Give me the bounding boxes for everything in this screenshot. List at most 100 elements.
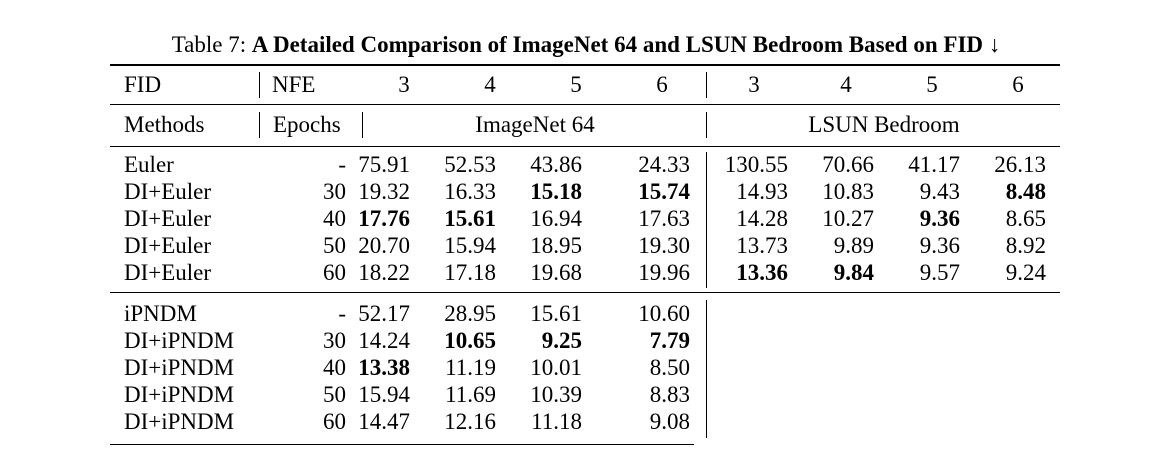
- euler-imagenet-cell: 19.32: [358, 179, 410, 204]
- header-nfe-imagenet-1: 4: [484, 72, 496, 97]
- body-vrule-euler: [706, 152, 708, 288]
- ipndm-imagenet-cell: 15.94: [358, 382, 410, 407]
- euler-row-method: Euler: [124, 152, 174, 177]
- ipndm-row-method: DI+iPNDM: [124, 409, 235, 434]
- euler-lsun-cell: 70.66: [822, 152, 874, 177]
- ipndm-imagenet-cell: 10.65: [444, 328, 496, 353]
- ipndm-imagenet-cell: 11.19: [445, 355, 496, 380]
- ipndm-imagenet-cell: 28.95: [444, 301, 496, 326]
- header-imagenet: ImageNet 64: [475, 112, 595, 137]
- euler-imagenet-cell: 18.95: [530, 233, 582, 258]
- ipndm-imagenet-cell: 8.83: [649, 382, 690, 407]
- ipndm-imagenet-cell: 13.38: [358, 355, 410, 380]
- euler-imagenet-cell: 15.61: [444, 206, 496, 231]
- euler-lsun-cell: 26.13: [994, 152, 1046, 177]
- euler-imagenet-cell: 15.94: [444, 233, 496, 258]
- euler-lsun-cell: 10.27: [822, 206, 874, 231]
- ipndm-imagenet-cell: 12.16: [444, 409, 496, 434]
- euler-lsun-cell: 9.43: [919, 179, 960, 204]
- header-methods: Methods: [124, 112, 205, 137]
- euler-imagenet-cell: 19.68: [530, 260, 582, 285]
- header-fid: FID: [124, 72, 162, 97]
- euler-imagenet-cell: 17.63: [638, 206, 690, 231]
- euler-imagenet-cell: 16.94: [530, 206, 582, 231]
- header-vrule-3: [259, 112, 261, 138]
- header-vrule-1: [259, 72, 261, 98]
- euler-lsun-cell: 9.36: [919, 233, 960, 258]
- header-nfe-lsun-2: 5: [926, 72, 938, 97]
- ipndm-row-epochs: 30: [323, 328, 346, 353]
- ipndm-row-method: DI+iPNDM: [124, 355, 235, 380]
- header-lsun: LSUN Bedroom: [808, 112, 960, 137]
- euler-row-epochs: 40: [323, 206, 346, 231]
- header-nfe-lsun-1: 4: [840, 72, 852, 97]
- ipndm-imagenet-cell: 52.17: [358, 301, 410, 326]
- euler-row-method: DI+Euler: [124, 260, 212, 285]
- ipndm-imagenet-cell: 15.61: [530, 301, 582, 326]
- euler-row-epochs: 50: [323, 233, 346, 258]
- block-divider-rule: [110, 292, 1060, 294]
- ipndm-imagenet-cell: 10.01: [530, 355, 582, 380]
- header-vrule-2: [706, 72, 708, 98]
- table-caption: Table 7: A Detailed Comparison of ImageN…: [0, 32, 1172, 58]
- top-rule: [110, 64, 1060, 66]
- euler-lsun-cell: 8.92: [1005, 233, 1046, 258]
- ipndm-imagenet-cell: 8.50: [649, 355, 690, 380]
- euler-lsun-cell: 13.73: [736, 233, 788, 258]
- euler-lsun-cell: 130.55: [724, 152, 788, 177]
- ipndm-imagenet-cell: 9.08: [649, 409, 690, 434]
- euler-lsun-cell: 14.28: [736, 206, 788, 231]
- caption-title: A Detailed Comparison of ImageNet 64 and…: [251, 32, 1001, 57]
- euler-lsun-cell: 9.89: [833, 233, 874, 258]
- ipndm-row-method: DI+iPNDM: [124, 328, 235, 353]
- euler-row-method: DI+Euler: [124, 179, 212, 204]
- caption-label: Table 7:: [171, 32, 247, 57]
- euler-imagenet-cell: 17.18: [444, 260, 496, 285]
- euler-imagenet-cell: 20.70: [358, 233, 410, 258]
- ipndm-row-method: DI+iPNDM: [124, 382, 235, 407]
- euler-lsun-cell: 9.24: [1005, 260, 1046, 285]
- euler-lsun-cell: 9.36: [919, 206, 960, 231]
- header-bottom-rule: [110, 146, 1060, 148]
- euler-imagenet-cell: 43.86: [530, 152, 582, 177]
- header-nfe: NFE: [272, 72, 316, 97]
- euler-lsun-cell: 9.84: [833, 260, 874, 285]
- ipndm-imagenet-cell: 10.39: [530, 382, 582, 407]
- ipndm-imagenet-cell: 14.24: [358, 328, 410, 353]
- ipndm-imagenet-cell: 7.79: [649, 328, 690, 353]
- ipndm-imagenet-cell: 11.18: [531, 409, 582, 434]
- euler-row-method: DI+Euler: [124, 233, 212, 258]
- euler-imagenet-cell: 15.18: [530, 179, 582, 204]
- euler-row-epochs: 30: [323, 179, 346, 204]
- body-vrule-ipndm: [706, 300, 708, 438]
- euler-imagenet-cell: 17.76: [358, 206, 410, 231]
- header-nfe-lsun-0: 3: [748, 72, 760, 97]
- bottom-rule: [110, 444, 694, 446]
- header-mid-rule: [110, 104, 1060, 106]
- euler-row-method: DI+Euler: [124, 206, 212, 231]
- euler-imagenet-cell: 19.96: [638, 260, 690, 285]
- euler-lsun-cell: 14.93: [736, 179, 788, 204]
- ipndm-row-method: iPNDM: [124, 301, 197, 326]
- header-nfe-imagenet-2: 5: [570, 72, 582, 97]
- header-vrule-5: [706, 112, 708, 138]
- header-epochs: Epochs: [273, 112, 341, 137]
- euler-row-epochs: 60: [323, 260, 346, 285]
- euler-lsun-cell: 10.83: [822, 179, 874, 204]
- ipndm-row-epochs: 40: [323, 355, 346, 380]
- euler-imagenet-cell: 16.33: [444, 179, 496, 204]
- euler-lsun-cell: 8.65: [1005, 206, 1046, 231]
- header-nfe-lsun-3: 6: [1012, 72, 1024, 97]
- ipndm-imagenet-cell: 14.47: [358, 409, 410, 434]
- ipndm-row-epochs: 60: [323, 409, 346, 434]
- header-vrule-4: [362, 112, 364, 138]
- euler-imagenet-cell: 24.33: [638, 152, 690, 177]
- ipndm-row-epochs: 50: [323, 382, 346, 407]
- euler-row-epochs: -: [338, 152, 346, 177]
- header-nfe-imagenet-3: 6: [656, 72, 668, 97]
- euler-imagenet-cell: 19.30: [638, 233, 690, 258]
- euler-lsun-cell: 8.48: [1005, 179, 1046, 204]
- ipndm-imagenet-cell: 11.69: [445, 382, 496, 407]
- euler-lsun-cell: 13.36: [736, 260, 788, 285]
- euler-imagenet-cell: 52.53: [444, 152, 496, 177]
